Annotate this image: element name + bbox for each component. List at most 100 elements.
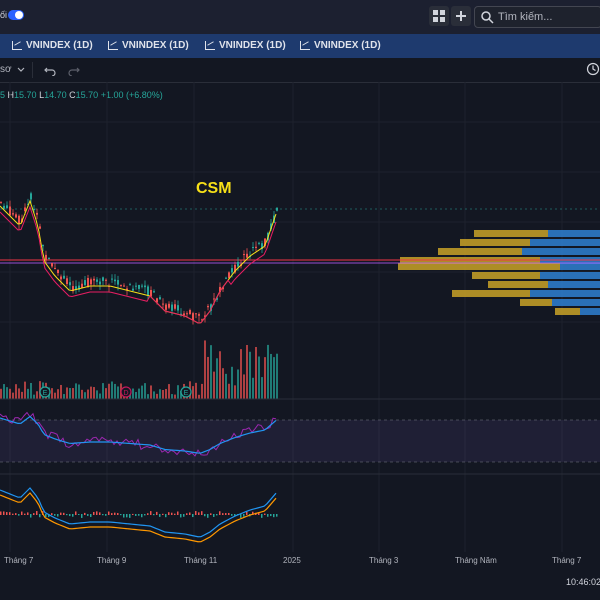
macd-bar <box>69 514 71 517</box>
toggle-switch[interactable] <box>8 10 24 20</box>
volume-bar <box>171 394 173 399</box>
chart-tabs: VNINDEX (1D) VNINDEX (1D) VNINDEX (1D) V… <box>0 34 600 60</box>
macd-bar <box>0 511 2 515</box>
volume-bar <box>144 383 146 399</box>
top-toolbar: ối Tìm kiếm... <box>0 0 600 35</box>
profile-bar-up <box>522 248 600 255</box>
candle-body <box>12 213 14 215</box>
rsi-ma-line <box>0 415 277 454</box>
macd-bar <box>9 512 11 515</box>
macd-bar <box>120 514 122 516</box>
macd-bar <box>27 512 29 515</box>
clock-icon[interactable] <box>586 62 600 76</box>
candle-body <box>18 215 20 225</box>
tab-3[interactable]: VNINDEX (1D) <box>205 40 286 51</box>
macd-bar <box>165 514 167 518</box>
candle-body <box>201 319 203 321</box>
volume-bar <box>138 388 140 399</box>
macd-bar <box>138 514 140 516</box>
plus-icon[interactable] <box>451 6 471 26</box>
macd-bar <box>6 512 8 515</box>
grid-icon[interactable] <box>429 6 449 26</box>
event-circle <box>180 386 192 398</box>
candle-body <box>126 288 128 291</box>
volume-bar <box>237 369 239 399</box>
candle-body <box>198 314 200 316</box>
ohlc-close-value: 15.70 <box>75 90 99 100</box>
x-axis-label: Tháng 3 <box>369 556 399 565</box>
volume-bar <box>51 388 53 399</box>
event-marker: D <box>120 386 132 398</box>
macd-bar <box>60 512 62 515</box>
candle-body <box>96 279 98 282</box>
chevron-down-icon[interactable] <box>17 67 25 73</box>
volume-bar <box>162 389 164 399</box>
tab-1[interactable]: VNINDEX (1D) <box>12 40 93 51</box>
volume-bar <box>102 383 104 399</box>
volume-bar <box>132 388 134 399</box>
candle-body <box>54 267 56 269</box>
macd-bar <box>168 512 170 515</box>
macd-bar <box>78 514 80 516</box>
ma-line-1 <box>0 199 277 324</box>
volume-bar <box>0 388 2 399</box>
macd-bar <box>159 514 161 517</box>
macd-bar <box>144 514 146 516</box>
candle-body <box>243 254 245 256</box>
profile-bar-up <box>530 290 600 297</box>
search-box[interactable]: Tìm kiếm... <box>474 6 600 28</box>
macd-bar <box>135 514 137 516</box>
search-icon <box>481 11 494 24</box>
candle-body <box>222 287 224 290</box>
macd-bar <box>150 511 152 515</box>
volume-bar <box>111 381 113 399</box>
candle-body <box>156 298 158 303</box>
search-input[interactable]: Tìm kiếm... <box>498 11 553 23</box>
macd-bar <box>123 514 125 518</box>
macd-bar <box>192 514 194 518</box>
macd-bar <box>216 514 218 516</box>
symbol-label: CSM <box>196 180 232 197</box>
volume-bar <box>159 389 161 399</box>
volume-bar <box>75 383 77 399</box>
macd-bar <box>225 513 227 515</box>
macd-bar <box>174 513 176 515</box>
volume-bar <box>63 394 65 399</box>
macd-bar <box>153 514 155 516</box>
tab-4[interactable]: VNINDEX (1D) <box>300 40 381 51</box>
macd-bar <box>186 513 188 515</box>
macd-bar <box>204 514 206 517</box>
candle-body <box>168 303 170 308</box>
macd-bar <box>57 514 59 517</box>
macd-bar <box>234 514 236 516</box>
redo-icon[interactable] <box>68 64 80 76</box>
macd-bar <box>39 514 41 518</box>
volume-bars <box>0 340 278 399</box>
volume-bar <box>30 382 32 399</box>
candle-body <box>93 278 95 281</box>
tab-2[interactable]: VNINDEX (1D) <box>108 40 189 51</box>
tab-label: VNINDEX (1D) <box>26 40 93 51</box>
macd-bar <box>99 512 101 515</box>
candle-body <box>270 223 272 230</box>
candle-body <box>36 212 38 215</box>
candle-body <box>159 297 161 300</box>
volume-bar <box>27 388 29 399</box>
volume-bar <box>33 394 35 399</box>
divider <box>32 62 33 78</box>
volume-bar <box>207 356 209 399</box>
candle-body <box>84 280 86 286</box>
volume-bar <box>270 353 272 399</box>
undo-icon[interactable] <box>44 64 56 76</box>
macd-bar <box>228 512 230 515</box>
candle-body <box>27 203 29 205</box>
scale-label[interactable]: sơ <box>0 64 12 75</box>
line-chart-icon <box>108 41 118 50</box>
candle-body <box>48 257 50 260</box>
macd-bar <box>132 513 134 515</box>
tab-label: VNINDEX (1D) <box>314 40 381 51</box>
profile-bar-down <box>474 230 548 237</box>
candle-body <box>141 285 143 287</box>
